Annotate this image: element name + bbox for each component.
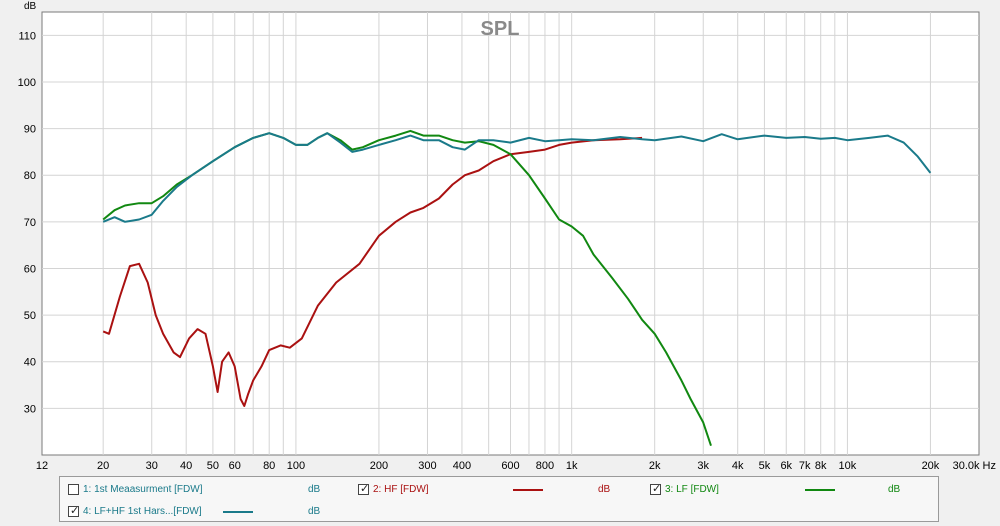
y-tick-label: 30 bbox=[24, 403, 36, 415]
legend-swatch-4 bbox=[223, 511, 253, 513]
legend-label-2: 2: HF [FDW] bbox=[373, 484, 429, 495]
legend-swatch-3 bbox=[805, 489, 835, 491]
x-tick-label: 3k bbox=[697, 460, 709, 472]
x-tick-label: 300 bbox=[418, 460, 436, 472]
legend-item-1[interactable]: 1: 1st Meaasurment [FDW] dB bbox=[68, 481, 358, 499]
series-line-1 bbox=[102, 136, 643, 407]
legend-unit-2: dB bbox=[598, 484, 611, 495]
x-tick-label: 20k bbox=[922, 460, 940, 472]
legend-unit-3: dB bbox=[888, 484, 901, 495]
x-tick-label: 8k bbox=[815, 460, 827, 472]
x-tick-label: 100 bbox=[287, 460, 305, 472]
x-tick-label: 200 bbox=[370, 460, 388, 472]
legend-unit-1: dB bbox=[308, 484, 321, 495]
check-icon: ✓ bbox=[652, 482, 662, 495]
x-tick-label: 20 bbox=[97, 460, 109, 472]
check-icon: ✓ bbox=[70, 504, 80, 517]
chart-title: SPL bbox=[481, 18, 520, 40]
grid-lines bbox=[42, 12, 979, 455]
x-tick-label: 1k bbox=[566, 460, 578, 472]
legend-checkbox-3[interactable]: ✓ bbox=[650, 482, 662, 495]
legend-label-3: 3: LF [FDW] bbox=[665, 484, 719, 495]
x-tick-label: 2k bbox=[649, 460, 661, 472]
series-lines bbox=[102, 129, 932, 447]
x-tick-label: 5k bbox=[759, 460, 771, 472]
x-tick-label: 10k bbox=[839, 460, 857, 472]
legend-label-1: 1: 1st Meaasurment [FDW] bbox=[83, 484, 203, 495]
legend: 1: 1st Meaasurment [FDW] dB ✓ 2: HF [FDW… bbox=[59, 476, 939, 522]
legend-unit-4: dB bbox=[308, 506, 321, 517]
spl-chart: 30 40 50 60 70 80 90 100 110 12 20 30 40 50 60 80 100 20… bbox=[18, 1, 996, 472]
y-tick-label: 70 bbox=[24, 217, 36, 229]
y-tick-labels: 30 40 50 60 70 80 90 100 110 bbox=[18, 30, 36, 415]
x-tick-label: 12 bbox=[36, 460, 48, 472]
x-tick-labels: 12 20 30 40 50 60 80 100 200 300 400 600 800 1k 2k 3k 4k… bbox=[36, 460, 996, 472]
legend-checkbox-2[interactable]: ✓ bbox=[358, 482, 370, 495]
x-tick-label: 80 bbox=[263, 460, 275, 472]
y-tick-label: 100 bbox=[18, 77, 36, 89]
x-tick-label: 400 bbox=[453, 460, 471, 472]
x-tick-label: 40 bbox=[180, 460, 192, 472]
x-tick-label: 50 bbox=[207, 460, 219, 472]
y-tick-label: 60 bbox=[24, 263, 36, 275]
x-tick-label: 60 bbox=[229, 460, 241, 472]
check-icon: ✓ bbox=[360, 482, 370, 495]
x-tick-label: 800 bbox=[536, 460, 554, 472]
y-tick-label: 80 bbox=[24, 170, 36, 182]
legend-checkbox-1[interactable] bbox=[68, 484, 79, 495]
x-tick-label: 600 bbox=[501, 460, 519, 472]
y-tick-label: 90 bbox=[24, 124, 36, 136]
legend-swatch-2 bbox=[513, 489, 543, 491]
x-tick-label: 30.0k Hz bbox=[953, 460, 996, 472]
y-tick-label: 110 bbox=[18, 30, 36, 42]
legend-item-2[interactable]: ✓ 2: HF [FDW] dB bbox=[358, 481, 648, 499]
legend-item-4[interactable]: ✓ 4: LF+HF 1st Hars...[FDW] dB bbox=[68, 503, 358, 521]
x-tick-label: 4k bbox=[732, 460, 744, 472]
y-axis-label: dB bbox=[24, 1, 37, 12]
y-tick-label: 50 bbox=[24, 310, 36, 322]
x-tick-label: 30 bbox=[146, 460, 158, 472]
x-tick-label: 6k bbox=[780, 460, 792, 472]
series-line-3 bbox=[102, 132, 932, 223]
x-tick-label: 7k bbox=[799, 460, 811, 472]
legend-item-3[interactable]: ✓ 3: LF [FDW] dB bbox=[650, 481, 938, 499]
y-tick-label: 40 bbox=[24, 357, 36, 369]
legend-checkbox-4[interactable]: ✓ bbox=[68, 504, 80, 517]
legend-label-4: 4: LF+HF 1st Hars...[FDW] bbox=[83, 506, 202, 517]
